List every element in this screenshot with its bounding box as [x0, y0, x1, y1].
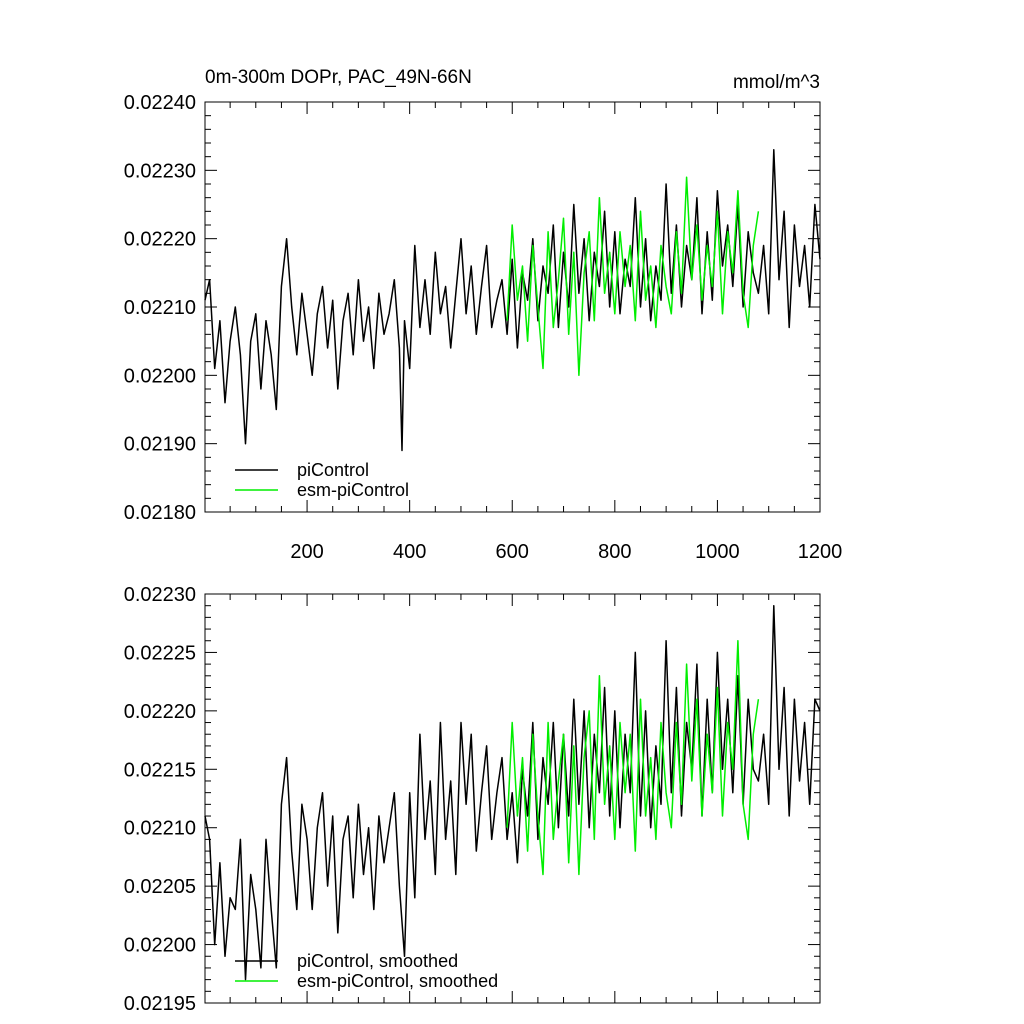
panel-bottom: 0.02195 0.02200 0.02205 0.02210 0.02215 0.022… — [124, 584, 821, 1015]
x-tick-label: 200 — [290, 541, 323, 563]
y-tick-label: 0.02230 — [124, 160, 196, 182]
y-tick-label: 0.02190 — [124, 434, 196, 456]
y-tick-label: 0.02230 — [124, 584, 196, 606]
x-tick-label: 1200 — [798, 541, 843, 563]
y-tick-label: 0.02220 — [124, 229, 196, 251]
y-tick-label: 0.02220 — [124, 701, 196, 723]
x-tick-label: 400 — [393, 541, 426, 563]
panel-top-ticks — [205, 101, 821, 513]
panel-bottom-ticks — [205, 593, 821, 1004]
series-line-esm-picontrol-smoothed — [506, 639, 760, 876]
y-tick-label: 0.02225 — [124, 642, 196, 664]
y-tick-label: 0.02215 — [124, 759, 196, 781]
panel-bottom-tick-labels: 0.02195 0.02200 0.02205 0.02210 0.02215 0.022… — [124, 584, 196, 1015]
y-tick-label: 0.02240 — [124, 92, 196, 114]
panel-top-series — [204, 149, 821, 452]
y-tick-label: 0.02205 — [124, 876, 196, 898]
y-tick-label: 0.02210 — [124, 297, 196, 319]
legend-label-esm-picontrol: esm-piControl — [297, 480, 409, 500]
panel-top-frame — [204, 101, 821, 513]
y-tick-label: 0.02210 — [124, 818, 196, 840]
panel-top-legend: piControl esm-piControl — [235, 460, 409, 500]
legend-label-esm-picontrol-smoothed: esm-piControl, smoothed — [297, 971, 498, 991]
panel-top-title: 0m-300m DOPr, PAC_49N-66N — [205, 67, 472, 88]
y-tick-label: 0.02180 — [124, 502, 196, 524]
y-tick-label: 0.02200 — [124, 365, 196, 387]
x-tick-label: 1000 — [695, 541, 740, 563]
panel-bottom-series — [204, 604, 821, 981]
x-tick-label: 600 — [496, 541, 529, 563]
panel-top-units-label: mmol/m^3 — [733, 72, 820, 93]
series-line-picontrol-smoothed — [204, 604, 821, 981]
series-line-picontrol — [204, 149, 821, 452]
panel-top: 0.02180 0.02190 0.02200 0.02210 0.02220 0.022… — [124, 67, 843, 563]
panel-top-tick-labels: 0.02180 0.02190 0.02200 0.02210 0.02220 0.022… — [124, 92, 843, 563]
y-tick-label: 0.02195 — [124, 993, 196, 1015]
panel-bottom-legend: piControl, smoothed esm-piControl, smoot… — [235, 951, 498, 991]
x-tick-label: 800 — [598, 541, 631, 563]
legend-label-picontrol: piControl — [297, 460, 369, 480]
legend-label-picontrol-smoothed: piControl, smoothed — [297, 951, 458, 971]
y-tick-label: 0.02200 — [124, 935, 196, 957]
series-line-esm-picontrol — [506, 176, 760, 377]
